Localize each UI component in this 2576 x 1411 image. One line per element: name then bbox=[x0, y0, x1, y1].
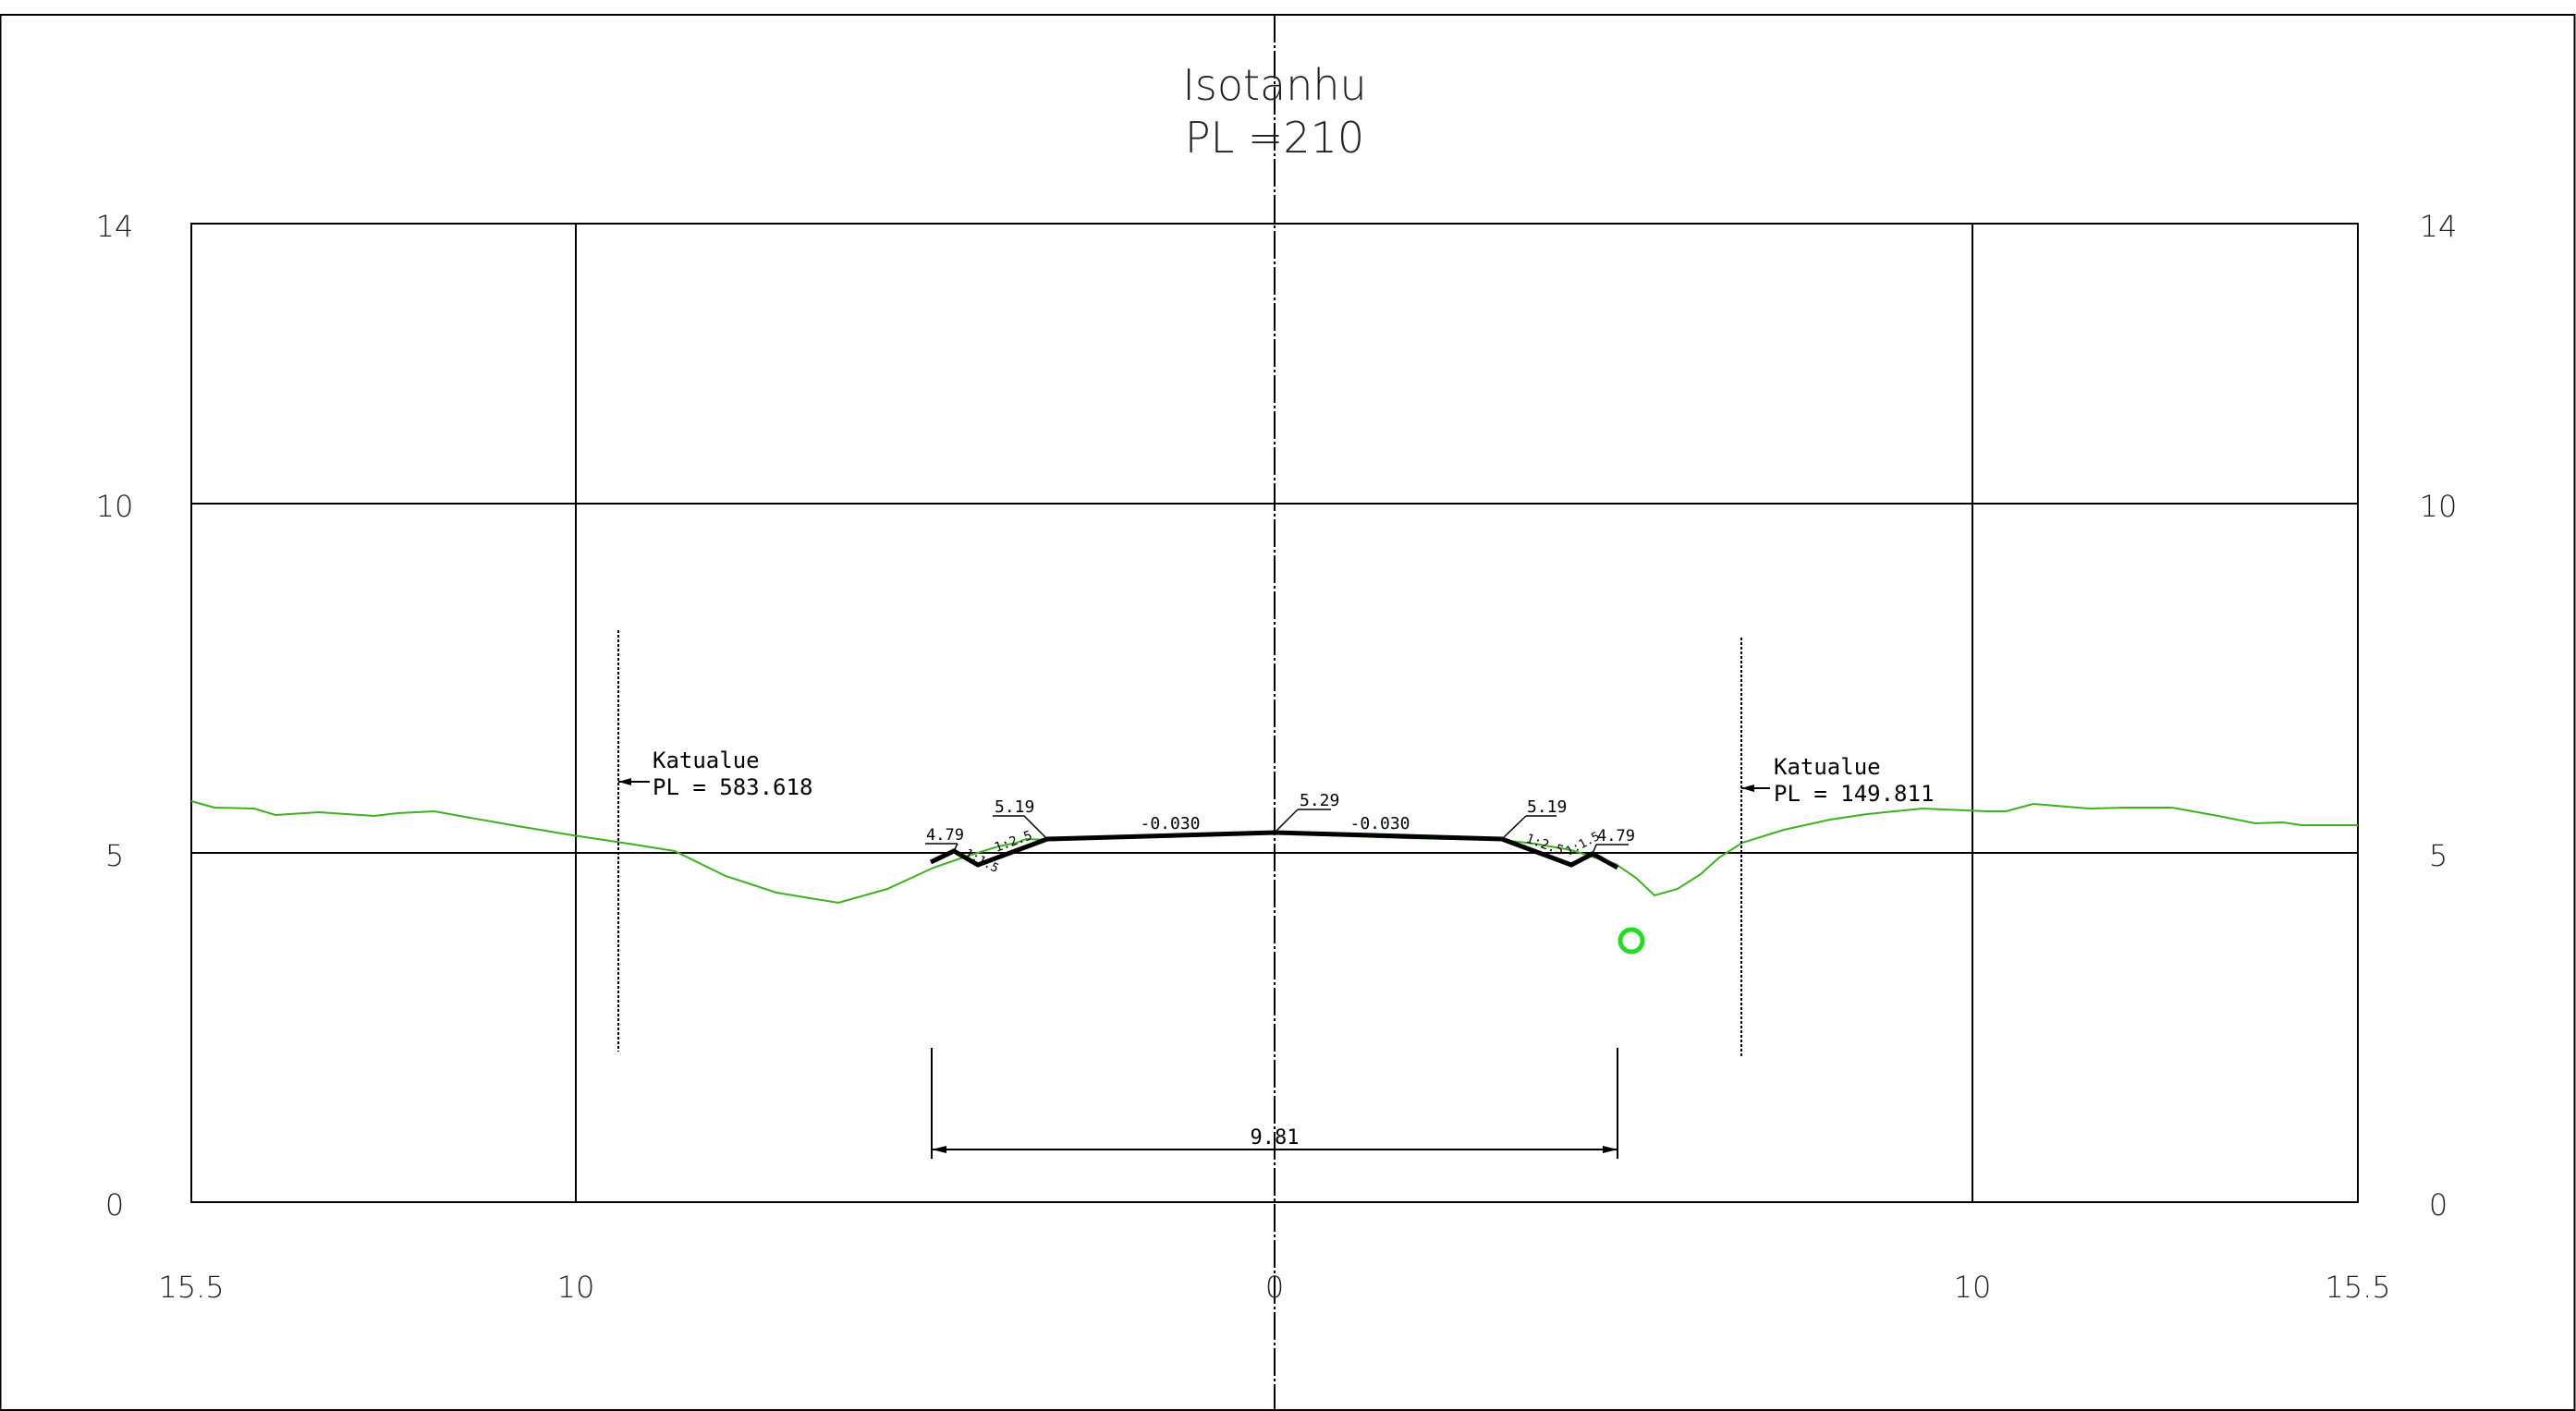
x-label-left-15-5: 15.5 bbox=[158, 1270, 224, 1305]
left-shoulder-elevation: 5.19 bbox=[995, 797, 1034, 817]
y-label-right-5: 5 bbox=[2429, 838, 2448, 873]
left-ditch-leader bbox=[953, 843, 958, 852]
right-ditch-leader bbox=[1592, 844, 1597, 855]
right-shoulder-leader bbox=[1501, 815, 1527, 840]
y-label-left-5: 5 bbox=[105, 838, 124, 873]
dimension-value: 9.81 bbox=[1251, 1126, 1300, 1149]
drawing-title: Isotanhu bbox=[1182, 60, 1366, 110]
point-marker bbox=[1618, 927, 1645, 955]
right-slope-label: -0.030 bbox=[1349, 814, 1410, 833]
y-label-right-14: 14 bbox=[2420, 209, 2458, 244]
x-label-left-10: 10 bbox=[557, 1270, 595, 1305]
x-label-right-15-5: 15.5 bbox=[2325, 1270, 2390, 1305]
y-label-left-0: 0 bbox=[105, 1187, 124, 1222]
left-slope-label: -0.030 bbox=[1140, 814, 1200, 833]
right-boundary-arrowhead bbox=[1741, 785, 1754, 792]
drawing-frame bbox=[0, 14, 2576, 1411]
y-label-left-10: 10 bbox=[96, 489, 134, 524]
right-boundary-name: Katualue bbox=[1774, 754, 1881, 780]
y-label-right-10: 10 bbox=[2420, 489, 2458, 524]
right-ditch-elevation: 4.79 bbox=[1597, 827, 1635, 845]
left-shoulder-leader bbox=[1023, 815, 1048, 840]
center-elevation: 5.29 bbox=[1300, 791, 1339, 810]
left-boundary-arrowhead bbox=[618, 778, 631, 785]
y-label-right-0: 0 bbox=[2429, 1187, 2448, 1222]
left-boundary-name: Katualue bbox=[653, 748, 760, 773]
x-label-right-10: 10 bbox=[1954, 1270, 1992, 1305]
drawing-subtitle: PL =210 bbox=[1185, 113, 1364, 163]
left-ditch-elevation: 4.79 bbox=[926, 826, 964, 845]
right-boundary-pl: PL = 149.811 bbox=[1774, 781, 1934, 807]
dimension-arrow-right bbox=[1603, 1146, 1618, 1153]
x-label-center-0: 0 bbox=[1265, 1270, 1284, 1305]
dimension-arrow-left bbox=[932, 1146, 946, 1153]
left-boundary-pl: PL = 583.618 bbox=[653, 774, 812, 800]
center-elev-leader bbox=[1274, 809, 1299, 833]
grid-box bbox=[190, 223, 2359, 1203]
y-label-left-14: 14 bbox=[96, 209, 134, 244]
right-shoulder-elevation: 5.19 bbox=[1527, 797, 1567, 817]
